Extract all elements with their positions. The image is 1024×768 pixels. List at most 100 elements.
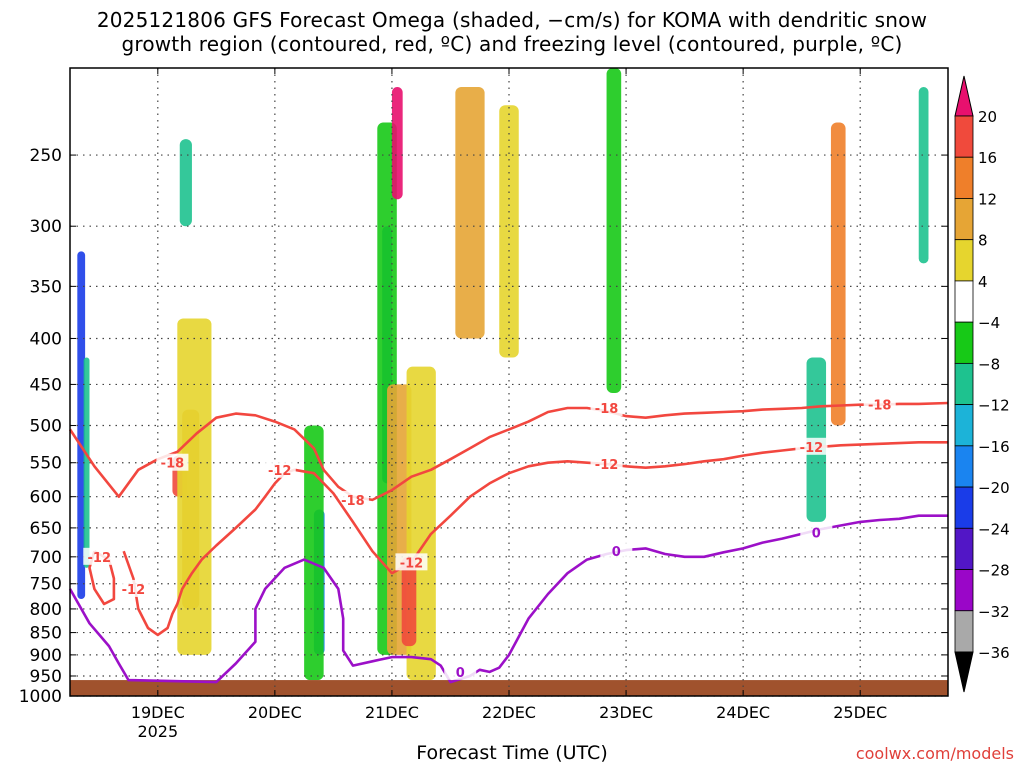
colorbar-label: −8 bbox=[978, 355, 1000, 373]
y-tick-label: 700 bbox=[30, 548, 62, 568]
colorbar-label: −32 bbox=[978, 603, 1010, 621]
contour-label-bg bbox=[800, 523, 833, 541]
omega-band bbox=[304, 425, 324, 681]
colorbar-segment bbox=[954, 610, 974, 653]
y-tick-label: 900 bbox=[30, 646, 62, 666]
contour-label-bg bbox=[83, 547, 116, 565]
contour-label: -18 bbox=[341, 494, 365, 509]
colorbar-segment bbox=[954, 486, 974, 529]
contour-label: -12 bbox=[122, 583, 146, 598]
colorbar-segment bbox=[954, 156, 974, 199]
colorbar: 20 16 12 8 4 −4 −8 −12 −16 −20 −24 −28 −32 −36 bbox=[954, 75, 1010, 693]
colorbar-segment bbox=[954, 527, 974, 570]
contour-label: -12 bbox=[400, 556, 424, 571]
colorbar-segment bbox=[954, 198, 974, 241]
contour-label-bg bbox=[590, 398, 623, 416]
ground-surface bbox=[70, 680, 948, 696]
omega-shading bbox=[77, 68, 929, 681]
contour-label: -18 bbox=[868, 399, 892, 414]
colorbar-label: −28 bbox=[978, 562, 1010, 580]
omega-band bbox=[918, 87, 929, 264]
y-tick-label: 950 bbox=[30, 667, 62, 687]
grid-lines bbox=[70, 68, 948, 697]
colorbar-label: −4 bbox=[978, 314, 1000, 332]
x-tick-label: 20DEC bbox=[248, 703, 302, 722]
omega-band bbox=[177, 318, 212, 655]
contour-label-bg bbox=[117, 579, 150, 597]
y-tick-label: 850 bbox=[30, 624, 62, 644]
colorbar-segment bbox=[954, 280, 974, 323]
y-tick-label: 1000 bbox=[19, 687, 62, 707]
contour-label-bg bbox=[336, 490, 369, 508]
y-tick-label: 750 bbox=[30, 575, 62, 595]
x-year-label: 2025 bbox=[137, 722, 178, 741]
omega-band bbox=[606, 68, 622, 393]
colorbar-top-arrow bbox=[954, 75, 974, 117]
x-tick-label: 21DEC bbox=[365, 703, 419, 722]
x-axis-label: Forecast Time (UTC) bbox=[416, 742, 608, 764]
colorbar-label: 8 bbox=[978, 232, 988, 250]
colorbar-segment bbox=[954, 239, 974, 282]
contour-label-bg bbox=[863, 395, 896, 413]
y-tick-label: 250 bbox=[30, 146, 62, 166]
ground-fill bbox=[70, 680, 948, 696]
colorbar-label: −20 bbox=[978, 479, 1010, 497]
x-tick-label: 24DEC bbox=[716, 703, 770, 722]
omega-band bbox=[830, 122, 846, 426]
chart-title-line-2: growth region (contoured, red, ºC) and f… bbox=[121, 32, 903, 56]
colorbar-label: −36 bbox=[978, 644, 1010, 662]
chart-title-line-1: 2025121806 GFS Forecast Omega (shaded, −… bbox=[96, 8, 928, 32]
y-tick-label: 300 bbox=[30, 217, 62, 237]
omega-band bbox=[179, 139, 192, 227]
y-tick-label: 400 bbox=[30, 329, 62, 349]
colorbar-segment bbox=[954, 569, 974, 612]
colorbar-label: 20 bbox=[978, 108, 997, 126]
contour-label: -12 bbox=[595, 458, 619, 473]
colorbar-segment bbox=[954, 362, 974, 406]
contour-label: 0 bbox=[612, 545, 621, 560]
omega-band bbox=[401, 556, 417, 647]
contour-label: -12 bbox=[88, 551, 112, 566]
y-tick-label: 500 bbox=[30, 417, 62, 437]
contour-label: 0 bbox=[812, 527, 821, 542]
contour-label-bg bbox=[156, 453, 189, 471]
contour-lines: -18 -18 -18 -18 -12 -12 -12 -12 -12 -12 0 0 0 bbox=[68, 395, 949, 684]
contour-label-bg bbox=[263, 460, 296, 478]
contour-label: -12 bbox=[268, 464, 292, 479]
site-credit: coolwx.com/models bbox=[855, 744, 1014, 763]
contour-label: -18 bbox=[595, 402, 619, 417]
colorbar-label: 16 bbox=[978, 149, 997, 167]
colorbar-segment bbox=[954, 321, 974, 364]
colorbar-segment bbox=[954, 445, 974, 488]
contour-label: 0 bbox=[456, 666, 465, 681]
colorbar-segment bbox=[954, 404, 974, 447]
contour-label: -18 bbox=[161, 457, 185, 472]
contour-12 bbox=[122, 441, 948, 637]
x-tick-label: 25DEC bbox=[833, 703, 887, 722]
contour-label-bg bbox=[395, 553, 428, 571]
colorbar-label: −12 bbox=[978, 397, 1010, 415]
omega-band bbox=[391, 87, 403, 200]
y-tick-label: 600 bbox=[30, 488, 62, 508]
colorbar-label: 12 bbox=[978, 190, 997, 208]
omega-band bbox=[83, 357, 90, 568]
x-tick-label: 23DEC bbox=[599, 703, 653, 722]
colorbar-label: −16 bbox=[978, 438, 1010, 456]
plot-frame bbox=[69, 67, 949, 697]
axes: 2503003504004505005506006507007508008509… bbox=[19, 67, 949, 741]
contour-0 bbox=[68, 514, 948, 684]
colorbar-bottom-arrow bbox=[954, 651, 974, 693]
contour-label: -12 bbox=[800, 441, 824, 456]
y-tick-label: 550 bbox=[30, 454, 62, 474]
contour-label-bg bbox=[444, 662, 477, 680]
x-tick-label: 19DEC bbox=[131, 703, 185, 722]
y-tick-label: 800 bbox=[30, 600, 62, 620]
x-tick-label: 22DEC bbox=[482, 703, 536, 722]
contour-label-bg bbox=[590, 455, 623, 473]
colorbar-label: −24 bbox=[978, 520, 1010, 538]
contour-label-bg bbox=[600, 542, 633, 560]
colorbar-segment bbox=[954, 115, 974, 158]
y-tick-label: 650 bbox=[30, 519, 62, 539]
contour-label-bg bbox=[795, 437, 828, 455]
